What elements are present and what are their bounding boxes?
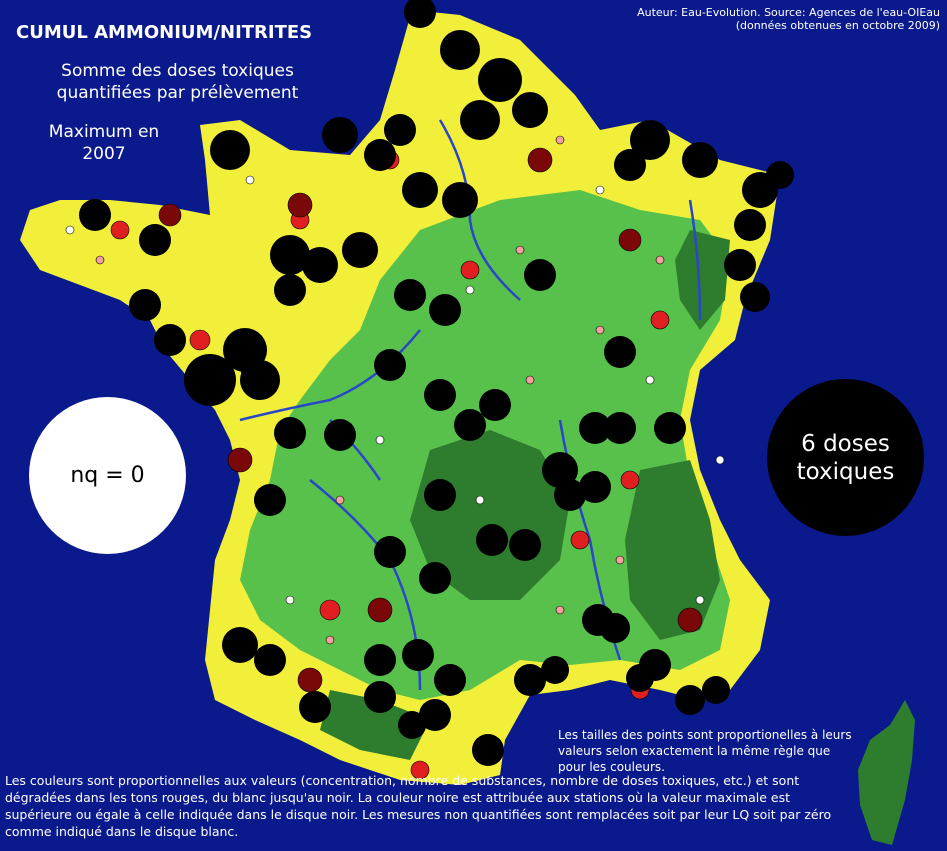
low-zone-east [675,230,730,330]
size-note: Les tailles des points sont proportionel… [558,728,852,774]
source-credit: Auteur: Eau-Evolution. Source: Agences d… [637,6,940,32]
map-title: CUMUL AMMONIUM/NITRITES [16,22,313,43]
corsica [858,700,915,845]
legend-black-label: 6 doses toxiques [796,430,895,485]
color-note: Les couleurs sont proportionnelles aux v… [5,773,832,839]
legend-white-label: nq = 0 [70,463,145,488]
stations-high [158,147,703,693]
low-zone-alps [625,460,720,640]
legend-black-disc: 6 doses toxiques [767,379,924,536]
map-subtitle: Somme des doses toxiques quantifiées par… [56,61,299,103]
map-period: Maximum en 2007 [48,122,160,164]
low-zone-pyrenees [320,690,430,760]
stations-max [79,0,794,766]
legend-white-disc: nq = 0 [29,397,186,554]
